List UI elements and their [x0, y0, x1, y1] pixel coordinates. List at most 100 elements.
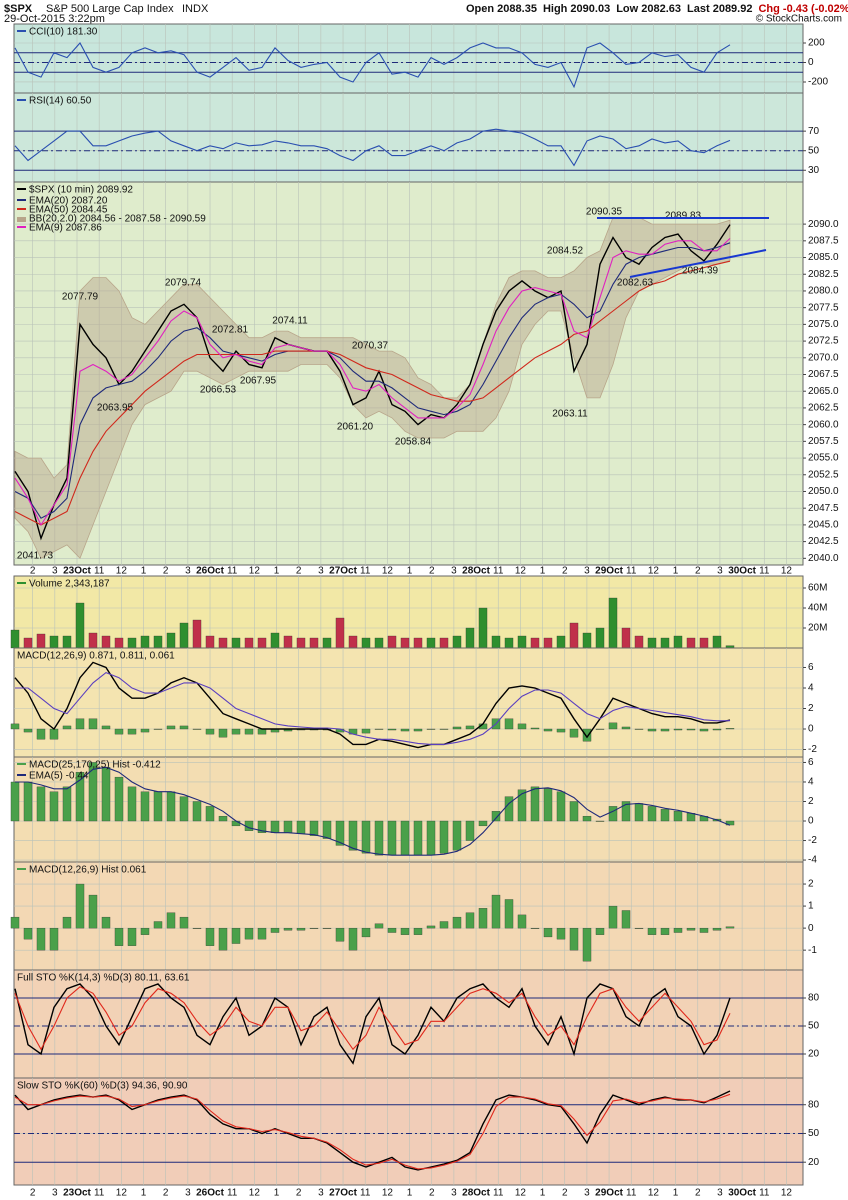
x-tick-label: 3	[52, 566, 58, 577]
bar	[491, 811, 501, 822]
bar	[231, 728, 241, 735]
x-tick-label: 11	[626, 1188, 637, 1199]
bar	[218, 728, 228, 738]
x-tick-label: 12	[249, 1188, 261, 1199]
bar	[114, 927, 124, 946]
x-tick-label: 2	[562, 1188, 568, 1199]
bar	[634, 803, 644, 822]
bar	[270, 820, 280, 833]
bar	[634, 728, 644, 730]
x-tick-label: 11	[227, 1188, 238, 1199]
bar	[439, 921, 449, 929]
panel-background	[13, 92, 804, 183]
price-label: 2072.81	[212, 325, 249, 336]
bar	[88, 718, 98, 730]
bar	[231, 927, 241, 944]
bar	[374, 923, 384, 929]
legend-label: MACD(12,26,9) Hist 0.061	[29, 865, 147, 876]
bar	[426, 925, 436, 929]
bar	[556, 728, 566, 733]
x-tick-label: 1	[540, 1188, 546, 1199]
series-line	[14, 238, 731, 527]
bar	[478, 908, 488, 929]
bar	[686, 637, 696, 649]
x-tick-label: 26Oct	[196, 566, 224, 577]
bar	[179, 796, 189, 822]
price-label: 2082.63	[617, 278, 654, 289]
x-tick-label: 12	[249, 566, 261, 577]
bar	[10, 916, 20, 929]
bar	[504, 637, 514, 649]
y-tick-label: 2077.5	[808, 302, 839, 313]
bar	[62, 786, 72, 822]
bar	[348, 927, 358, 951]
bar	[335, 617, 345, 649]
x-tick-label: 12	[382, 1188, 394, 1199]
bar	[309, 637, 319, 649]
bar	[153, 635, 163, 649]
y-tick-label: 50	[808, 145, 820, 156]
bar	[75, 883, 85, 929]
y-tick-label: 20	[808, 1049, 820, 1060]
trendlines	[597, 217, 769, 278]
y-tick-label: 2087.5	[808, 235, 839, 246]
x-tick-label: 28Oct	[462, 566, 490, 577]
legend-label: BB(20,2.0) 2084.56 - 2087.58 - 2090.59	[29, 214, 206, 225]
bar	[582, 927, 592, 962]
bar	[621, 910, 631, 929]
legend-label: EMA(50) 2084.45	[29, 205, 108, 216]
price-label: 2084.39	[682, 266, 719, 277]
bar	[660, 637, 670, 649]
x-tick-label: 3	[584, 566, 590, 577]
bar	[387, 635, 397, 649]
bar	[348, 820, 358, 851]
bar	[426, 728, 436, 730]
panel-title: Slow STO %K(60) %D(3) 94.36, 90.90	[17, 1081, 188, 1092]
credit: © StockCharts.com	[756, 14, 842, 25]
legend-label: EMA(5) -0.44	[29, 771, 89, 782]
y-tick-label: -2	[808, 744, 817, 755]
bar	[361, 637, 371, 649]
bar	[49, 791, 59, 822]
panel-background	[13, 647, 804, 758]
x-tick-label: 3	[318, 566, 324, 577]
bar	[569, 622, 579, 649]
price-label: 2070.37	[352, 341, 389, 352]
bar	[192, 728, 202, 730]
bar	[556, 635, 566, 649]
bar	[413, 927, 423, 935]
bar	[361, 728, 371, 734]
bar	[452, 916, 462, 929]
series-line	[14, 661, 731, 749]
bar	[270, 632, 280, 649]
bar	[114, 728, 124, 735]
y-tick-label: 2060.0	[808, 419, 839, 430]
bar	[452, 726, 462, 730]
y-tick-label: 0	[808, 724, 814, 735]
bar	[101, 767, 111, 822]
legend-swatch	[17, 217, 26, 222]
series-line	[15, 766, 731, 856]
bar	[543, 728, 553, 732]
bar	[296, 927, 306, 931]
y-tick-label: 20	[808, 1157, 820, 1168]
bar	[36, 927, 46, 951]
x-tick-label: 29Oct	[595, 1188, 623, 1199]
y-tick-label: 6	[808, 757, 814, 768]
panel-background	[13, 861, 804, 971]
bar	[426, 820, 436, 856]
bar	[23, 728, 33, 733]
legend-swatch	[17, 208, 26, 210]
y-tick-label: 2090.0	[808, 219, 839, 230]
x-tick-label: 12	[116, 1188, 128, 1199]
bar	[244, 927, 254, 940]
x-tick-label: 30Oct	[728, 1188, 756, 1199]
price-label: 2067.95	[240, 376, 277, 387]
x-tick-label: 12	[116, 566, 128, 577]
x-tick-label: 1	[141, 566, 147, 577]
bar	[439, 637, 449, 649]
bar	[23, 927, 33, 940]
bar	[374, 637, 384, 649]
bar	[101, 635, 111, 649]
quote-item: Low 2082.63	[616, 3, 681, 15]
